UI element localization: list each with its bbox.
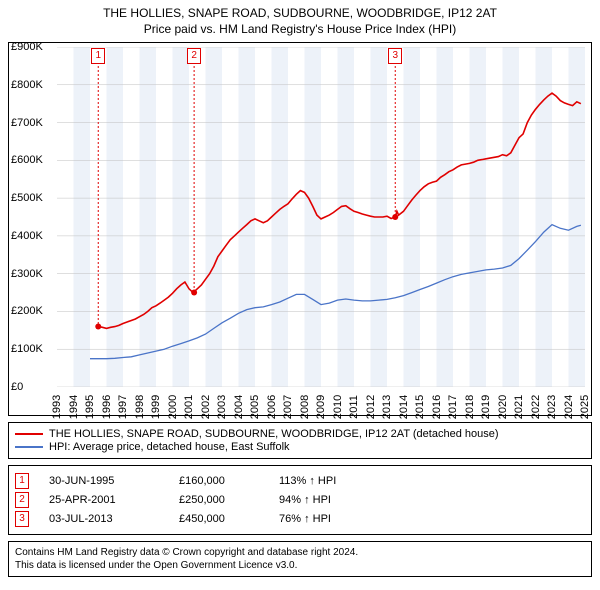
x-tick-label: 2004 bbox=[233, 395, 245, 419]
x-tick-label: 1999 bbox=[150, 395, 162, 419]
marker-ref: 3 bbox=[15, 511, 29, 527]
legend-label: THE HOLLIES, SNAPE ROAD, SUDBOURNE, WOOD… bbox=[49, 428, 499, 440]
y-tick-label: £800K bbox=[11, 79, 43, 91]
x-tick-label: 2013 bbox=[381, 395, 393, 419]
marker-box: 3 bbox=[388, 48, 402, 64]
y-tick-label: £700K bbox=[11, 117, 43, 129]
x-tick-label: 1995 bbox=[84, 395, 96, 419]
x-tick-label: 2015 bbox=[414, 395, 426, 419]
x-tick-label: 2016 bbox=[431, 395, 443, 419]
x-tick-label: 2018 bbox=[464, 395, 476, 419]
x-tick-label: 2001 bbox=[183, 395, 195, 419]
y-tick-label: £600K bbox=[11, 154, 43, 166]
legend-label: HPI: Average price, detached house, East… bbox=[49, 441, 290, 453]
y-tick-label: £400K bbox=[11, 230, 43, 242]
sale-vs-hpi: 94% ↑ HPI bbox=[279, 494, 389, 506]
legend-swatch bbox=[15, 433, 43, 435]
marker-box: 2 bbox=[187, 48, 201, 64]
marker-dot bbox=[191, 290, 197, 296]
x-tick-label: 2024 bbox=[563, 395, 575, 419]
x-tick-label: 2023 bbox=[546, 395, 558, 419]
x-tick-label: 2006 bbox=[266, 395, 278, 419]
x-tick-label: 1998 bbox=[134, 395, 146, 419]
y-tick-label: £300K bbox=[11, 268, 43, 280]
sale-date: 03-JUL-2013 bbox=[49, 513, 159, 525]
y-tick-label: £200K bbox=[11, 305, 43, 317]
marker-ref: 2 bbox=[15, 492, 29, 508]
x-tick-label: 2020 bbox=[497, 395, 509, 419]
legend-swatch bbox=[15, 446, 43, 448]
x-tick-label: 2025 bbox=[579, 395, 591, 419]
sales-table: 1 30-JUN-1995 £160,000 113% ↑ HPI 2 25-APR-20… bbox=[8, 465, 592, 535]
x-tick-label: 2007 bbox=[282, 395, 294, 419]
x-tick-label: 2010 bbox=[332, 395, 344, 419]
sale-vs-hpi: 76% ↑ HPI bbox=[279, 513, 389, 525]
sale-date: 30-JUN-1995 bbox=[49, 475, 159, 487]
attribution-line: Contains HM Land Registry data © Crown c… bbox=[15, 546, 585, 559]
sale-price: £160,000 bbox=[179, 475, 259, 487]
x-tick-label: 2009 bbox=[315, 395, 327, 419]
legend-row: THE HOLLIES, SNAPE ROAD, SUDBOURNE, WOOD… bbox=[15, 428, 585, 440]
attribution: Contains HM Land Registry data © Crown c… bbox=[8, 541, 592, 577]
legend: THE HOLLIES, SNAPE ROAD, SUDBOURNE, WOOD… bbox=[8, 422, 592, 459]
y-tick-label: £0 bbox=[11, 381, 23, 393]
x-tick-label: 2003 bbox=[216, 395, 228, 419]
sale-price: £250,000 bbox=[179, 494, 259, 506]
title: THE HOLLIES, SNAPE ROAD, SUDBOURNE, WOOD… bbox=[8, 6, 592, 20]
x-tick-label: 2000 bbox=[167, 395, 179, 419]
x-tick-label: 2022 bbox=[530, 395, 542, 419]
table-row: 3 03-JUL-2013 £450,000 76% ↑ HPI bbox=[15, 511, 585, 527]
marker-box: 1 bbox=[91, 48, 105, 64]
attribution-line: This data is licensed under the Open Gov… bbox=[15, 559, 585, 572]
x-tick-label: 2012 bbox=[365, 395, 377, 419]
x-tick-label: 2008 bbox=[299, 395, 311, 419]
chart-plot bbox=[57, 47, 585, 387]
marker-ref: 1 bbox=[15, 473, 29, 489]
table-row: 2 25-APR-2001 £250,000 94% ↑ HPI bbox=[15, 492, 585, 508]
y-tick-label: £100K bbox=[11, 343, 43, 355]
sale-vs-hpi: 113% ↑ HPI bbox=[279, 475, 389, 487]
x-tick-label: 2005 bbox=[249, 395, 261, 419]
x-tick-label: 1993 bbox=[51, 395, 63, 419]
x-tick-label: 2019 bbox=[480, 395, 492, 419]
chart: £0 £100K £200K £300K £400K £500K £600K £700K £80… bbox=[8, 42, 592, 416]
x-tick-label: 2017 bbox=[447, 395, 459, 419]
x-tick-label: 2011 bbox=[348, 395, 360, 419]
marker-dot bbox=[392, 214, 398, 220]
x-tick-label: 1997 bbox=[117, 395, 129, 419]
legend-row: HPI: Average price, detached house, East… bbox=[15, 441, 585, 453]
x-tick-label: 1996 bbox=[101, 395, 113, 419]
x-tick-label: 1994 bbox=[68, 395, 80, 419]
subtitle: Price paid vs. HM Land Registry's House … bbox=[8, 22, 592, 36]
marker-dot bbox=[95, 324, 101, 330]
sale-date: 25-APR-2001 bbox=[49, 494, 159, 506]
x-tick-label: 2014 bbox=[398, 395, 410, 419]
y-tick-label: £900K bbox=[11, 41, 43, 53]
x-tick-label: 2002 bbox=[200, 395, 212, 419]
sale-price: £450,000 bbox=[179, 513, 259, 525]
x-tick-label: 2021 bbox=[513, 395, 525, 419]
table-row: 1 30-JUN-1995 £160,000 113% ↑ HPI bbox=[15, 473, 585, 489]
y-tick-label: £500K bbox=[11, 192, 43, 204]
